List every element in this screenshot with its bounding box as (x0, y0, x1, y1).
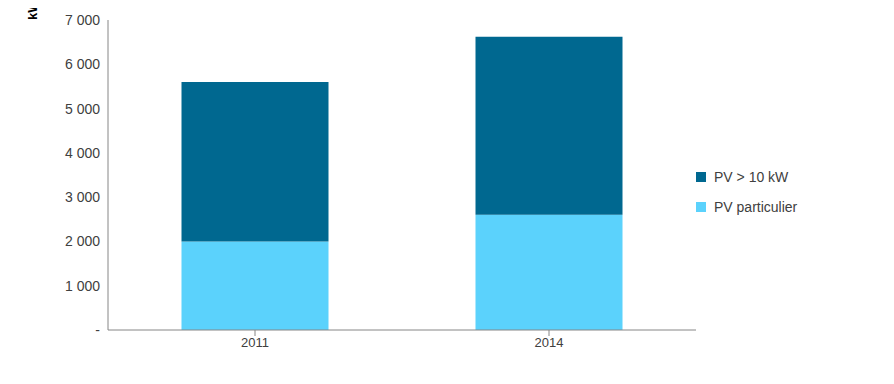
svg-text:1 000: 1 000 (65, 278, 100, 294)
svg-text:2 000: 2 000 (65, 233, 100, 249)
svg-text:-: - (95, 322, 100, 338)
svg-text:2014: 2014 (535, 335, 564, 350)
svg-text:5 000: 5 000 (65, 101, 100, 117)
svg-text:3 000: 3 000 (65, 189, 100, 205)
html-text:PV particulier: PV particulier (714, 199, 798, 215)
svg-text:7 000: 7 000 (65, 12, 100, 28)
svg-text:kW: kW (25, 8, 40, 20)
svg-text:6 000: 6 000 (65, 56, 100, 72)
svg-text:2011: 2011 (241, 335, 269, 350)
html-text:PV > 10 kW: PV > 10 kW (714, 169, 789, 185)
svg-text:4 000: 4 000 (65, 145, 100, 161)
